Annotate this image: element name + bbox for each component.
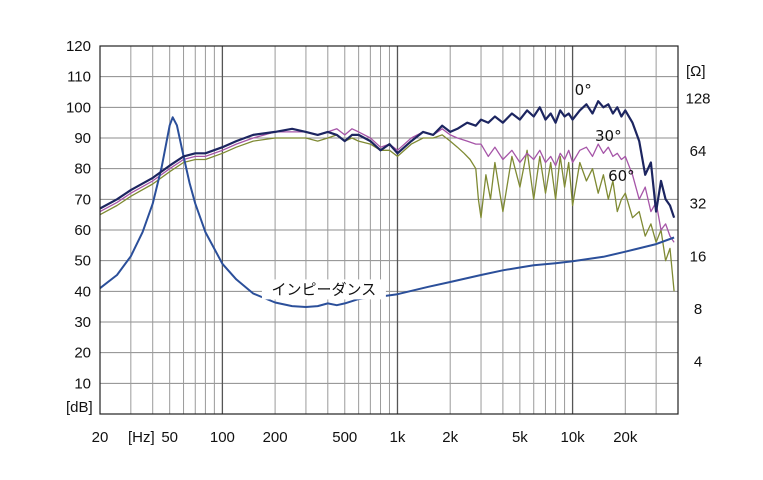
x-tick-label: 20 <box>92 429 109 446</box>
x-tick-label: 500 <box>332 429 357 446</box>
x-tick-label: 20k <box>613 429 638 446</box>
y-tick-label: 120 <box>66 38 91 55</box>
x-tick-label: 200 <box>263 429 288 446</box>
y2-tick-label: 64 <box>690 143 707 160</box>
grid-lines <box>100 45 678 414</box>
series-line <box>99 100 676 219</box>
x-tick-label: 10k <box>560 429 585 446</box>
y-tick-label: 70 <box>74 191 91 208</box>
y-tick-label: 100 <box>66 99 91 116</box>
y-tick-label: 50 <box>74 253 91 270</box>
y2-unit-label: [Ω] <box>686 63 706 80</box>
x-tick-label: 5k <box>512 429 528 446</box>
series-line <box>99 134 675 292</box>
y-unit-label: [dB] <box>66 399 93 416</box>
x-tick-label: 50 <box>161 429 178 446</box>
series-layer <box>99 100 676 308</box>
y2-tick-label: 128 <box>685 91 710 108</box>
y-tick-label: 10 <box>74 375 91 392</box>
y2-tick-label: 4 <box>694 353 702 370</box>
y-tick-label: 80 <box>74 161 91 178</box>
plot-frame <box>99 45 679 415</box>
series-annotation: 30° <box>595 127 622 145</box>
y-tick-label: 60 <box>74 222 91 239</box>
y-tick-label: 30 <box>74 314 91 331</box>
y2-tick-label: 16 <box>690 248 707 265</box>
series-annotation: 60° <box>608 167 635 185</box>
x-tick-label: 100 <box>210 429 235 446</box>
x-tick-label: 1k <box>390 429 406 446</box>
annotation-background <box>261 279 386 300</box>
tick-labels: 10 20 30 40 50 60 70 80 90 100 110 120 20 50 100 200 500… <box>66 38 711 446</box>
series-annotation: インピーダンス <box>272 280 377 298</box>
y2-tick-label: 32 <box>690 196 707 213</box>
x-tick-label: 2k <box>442 429 458 446</box>
y-tick-label: 90 <box>74 130 91 147</box>
series-annotation: 0° <box>575 81 592 99</box>
series-line <box>99 116 675 308</box>
y2-tick-label: 8 <box>694 301 702 318</box>
x-unit-label: [Hz] <box>128 429 155 446</box>
y-tick-label: 110 <box>67 69 91 86</box>
annotations: 0° 30° 60° インピーダンス <box>261 81 635 300</box>
y-tick-label: 40 <box>74 283 91 300</box>
y-tick-label: 20 <box>74 345 91 362</box>
